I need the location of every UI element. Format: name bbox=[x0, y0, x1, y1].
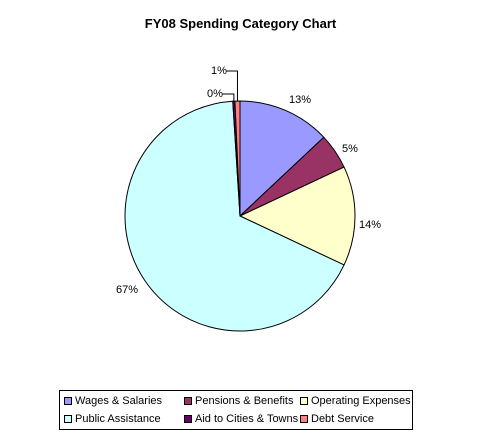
pie-slice-operating-expenses bbox=[238, 166, 356, 266]
legend-item: Wages & Salaries bbox=[64, 395, 162, 407]
slice-label: 5% bbox=[342, 143, 358, 155]
pie-slice-public-assistance bbox=[124, 100, 345, 332]
legend-item: Aid to Cities & Towns bbox=[184, 413, 298, 425]
legend-swatch bbox=[184, 397, 192, 405]
pie-slice-wages-salaries bbox=[239, 100, 325, 218]
slice-label: 67% bbox=[116, 284, 138, 296]
legend-item: Debt Service bbox=[300, 413, 374, 425]
legend-item: Pensions & Benefits bbox=[184, 395, 293, 407]
legend-swatch bbox=[64, 415, 72, 423]
legend-swatch bbox=[64, 397, 72, 405]
legend-label: Public Assistance bbox=[75, 413, 161, 425]
legend-label: Aid to Cities & Towns bbox=[195, 413, 299, 425]
chart-legend: Wages & Salaries Pensions & Benefits Opera… bbox=[59, 390, 413, 430]
legend-item: Operating Expenses bbox=[300, 395, 411, 407]
legend-item: Public Assistance bbox=[64, 413, 161, 425]
legend-label: Debt Service bbox=[311, 413, 374, 425]
leader-line bbox=[226, 70, 238, 102]
legend-label: Pensions & Benefits bbox=[195, 395, 294, 407]
leader-line bbox=[222, 93, 235, 102]
slice-label: 0% bbox=[207, 88, 223, 100]
legend-swatch bbox=[300, 397, 308, 405]
legend-swatch bbox=[184, 415, 192, 423]
slice-label: 13% bbox=[289, 94, 311, 106]
slice-label: 14% bbox=[359, 219, 381, 231]
slice-label: 1% bbox=[211, 65, 227, 77]
chart-title: FY08 Spending Category Chart bbox=[144, 16, 337, 31]
legend-swatch bbox=[300, 415, 308, 423]
legend-label: Operating Expenses bbox=[311, 395, 411, 407]
legend-label: Wages & Salaries bbox=[75, 395, 163, 407]
pie-chart: 13% 5% 14% 67% 0% 1% bbox=[116, 65, 381, 332]
